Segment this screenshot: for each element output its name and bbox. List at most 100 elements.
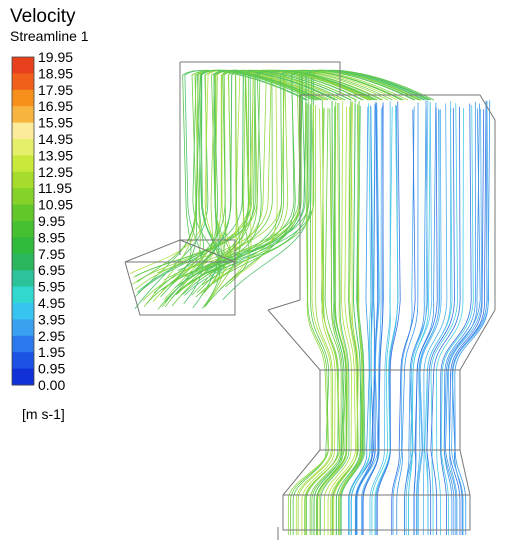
legend-label: 12.95 [38,164,73,180]
streamline [335,104,361,535]
streamline [443,108,481,535]
streamline [287,103,329,535]
color-bar-frame [11,56,35,386]
streamline [339,105,364,535]
legend-unit: [m s-1] [22,406,65,422]
streamline [330,106,359,535]
streamline [435,107,464,535]
legend-label: 4.95 [38,295,65,311]
streamline [416,109,440,535]
streamline [443,101,476,535]
streamline [313,100,345,535]
legend-label: 17.95 [38,82,73,98]
streamline [348,106,370,535]
streamline [430,106,461,535]
streamline [311,108,345,535]
streamline [362,105,384,535]
streamline [426,107,455,535]
streamlines [129,69,491,535]
color-bar-segment [12,188,34,206]
streamline [200,69,408,294]
streamline [175,69,369,296]
color-bar-segment [12,139,34,156]
streamline [156,69,389,274]
legend-label: 18.95 [38,65,73,81]
legend-label: 19.95 [38,49,73,65]
streamline [348,103,372,535]
streamline [426,101,452,535]
streamline [129,69,327,274]
streamline [362,102,384,535]
streamline [375,105,399,535]
streamline [333,101,359,535]
streamline [191,69,346,296]
color-bar-segment [12,303,34,320]
color-bar-segment [12,270,34,288]
streamline [371,106,393,535]
color-bar-segment [12,89,34,107]
color-bar-segment [12,368,34,386]
legend-label: 9.95 [38,213,65,229]
legend-label: 2.95 [38,328,65,344]
streamline [316,108,347,535]
color-bar-segment [12,352,34,370]
legend-label: 11.95 [38,180,72,196]
legend-label: 13.95 [38,147,73,163]
streamline [146,69,419,304]
streamline [320,102,350,535]
legend-subtitle: Streamline 1 [10,28,89,44]
color-bar-segment [12,122,34,140]
streamline [137,69,363,293]
streamline [204,69,416,307]
legend-label: 8.95 [38,229,65,245]
streamline [361,108,382,535]
legend-label: 0.95 [38,361,65,377]
streamline [422,103,448,535]
streamline [374,104,399,535]
streamline [445,103,480,535]
streamline [292,104,330,535]
color-bar-segment [12,106,34,124]
streamline [408,102,431,535]
streamline [369,101,391,535]
color-bar-segment [12,73,34,91]
streamline [133,69,373,278]
color-bar-segment [12,171,34,189]
streamline [297,104,333,535]
legend-label: 5.95 [38,279,65,295]
color-bar-segment [12,335,34,353]
color-bar-segment [12,204,34,222]
legend-label: 15.95 [38,115,73,131]
streamline [200,69,323,309]
streamline [413,107,438,535]
streamline [309,107,342,535]
streamline [135,69,376,277]
streamline [430,102,459,535]
streamline [192,69,336,309]
streamline [160,69,317,298]
streamline [225,69,398,284]
color-bar [11,56,35,386]
streamline [305,109,341,535]
legend-label: 16.95 [38,98,73,114]
color-bar-segment [12,237,34,255]
streamline [356,103,380,535]
color-bar-segment [12,221,34,238]
streamline [212,69,357,285]
geometry-outline [124,61,496,540]
streamline [136,69,316,283]
streamline [318,102,349,535]
streamline [392,106,415,535]
streamline [195,69,382,275]
color-bar-segment [12,286,34,304]
streamline [290,103,329,535]
streamline [391,109,416,535]
streamline [174,69,426,288]
streamline [339,107,364,535]
legend-labels: 19.9518.9517.9516.9515.9514.9513.9512.95… [38,49,73,393]
streamline [440,103,472,535]
color-bar-segment [12,253,34,271]
streamline [448,108,483,535]
